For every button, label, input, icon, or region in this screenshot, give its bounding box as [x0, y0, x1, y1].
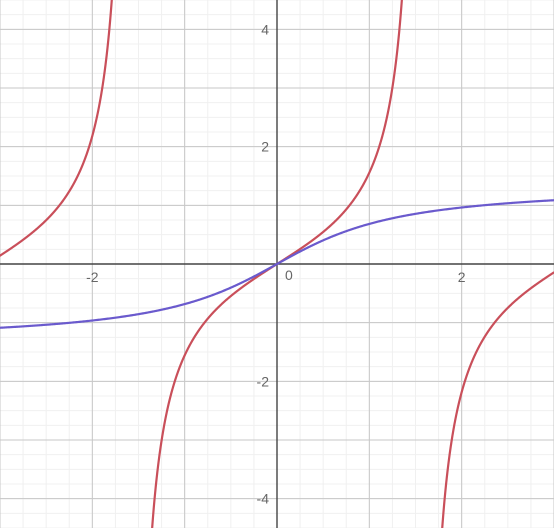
svg-text:2: 2 [261, 139, 269, 155]
svg-text:-2: -2 [257, 373, 270, 389]
plot-svg: -2 2 -4 -2 2 4 0 [0, 0, 554, 528]
svg-text:-2: -2 [86, 269, 99, 285]
svg-text:-4: -4 [257, 491, 270, 507]
svg-text:4: 4 [261, 21, 269, 37]
function-plot: -2 2 -4 -2 2 4 0 [0, 0, 554, 528]
svg-text:0: 0 [285, 267, 293, 283]
svg-text:2: 2 [458, 269, 466, 285]
